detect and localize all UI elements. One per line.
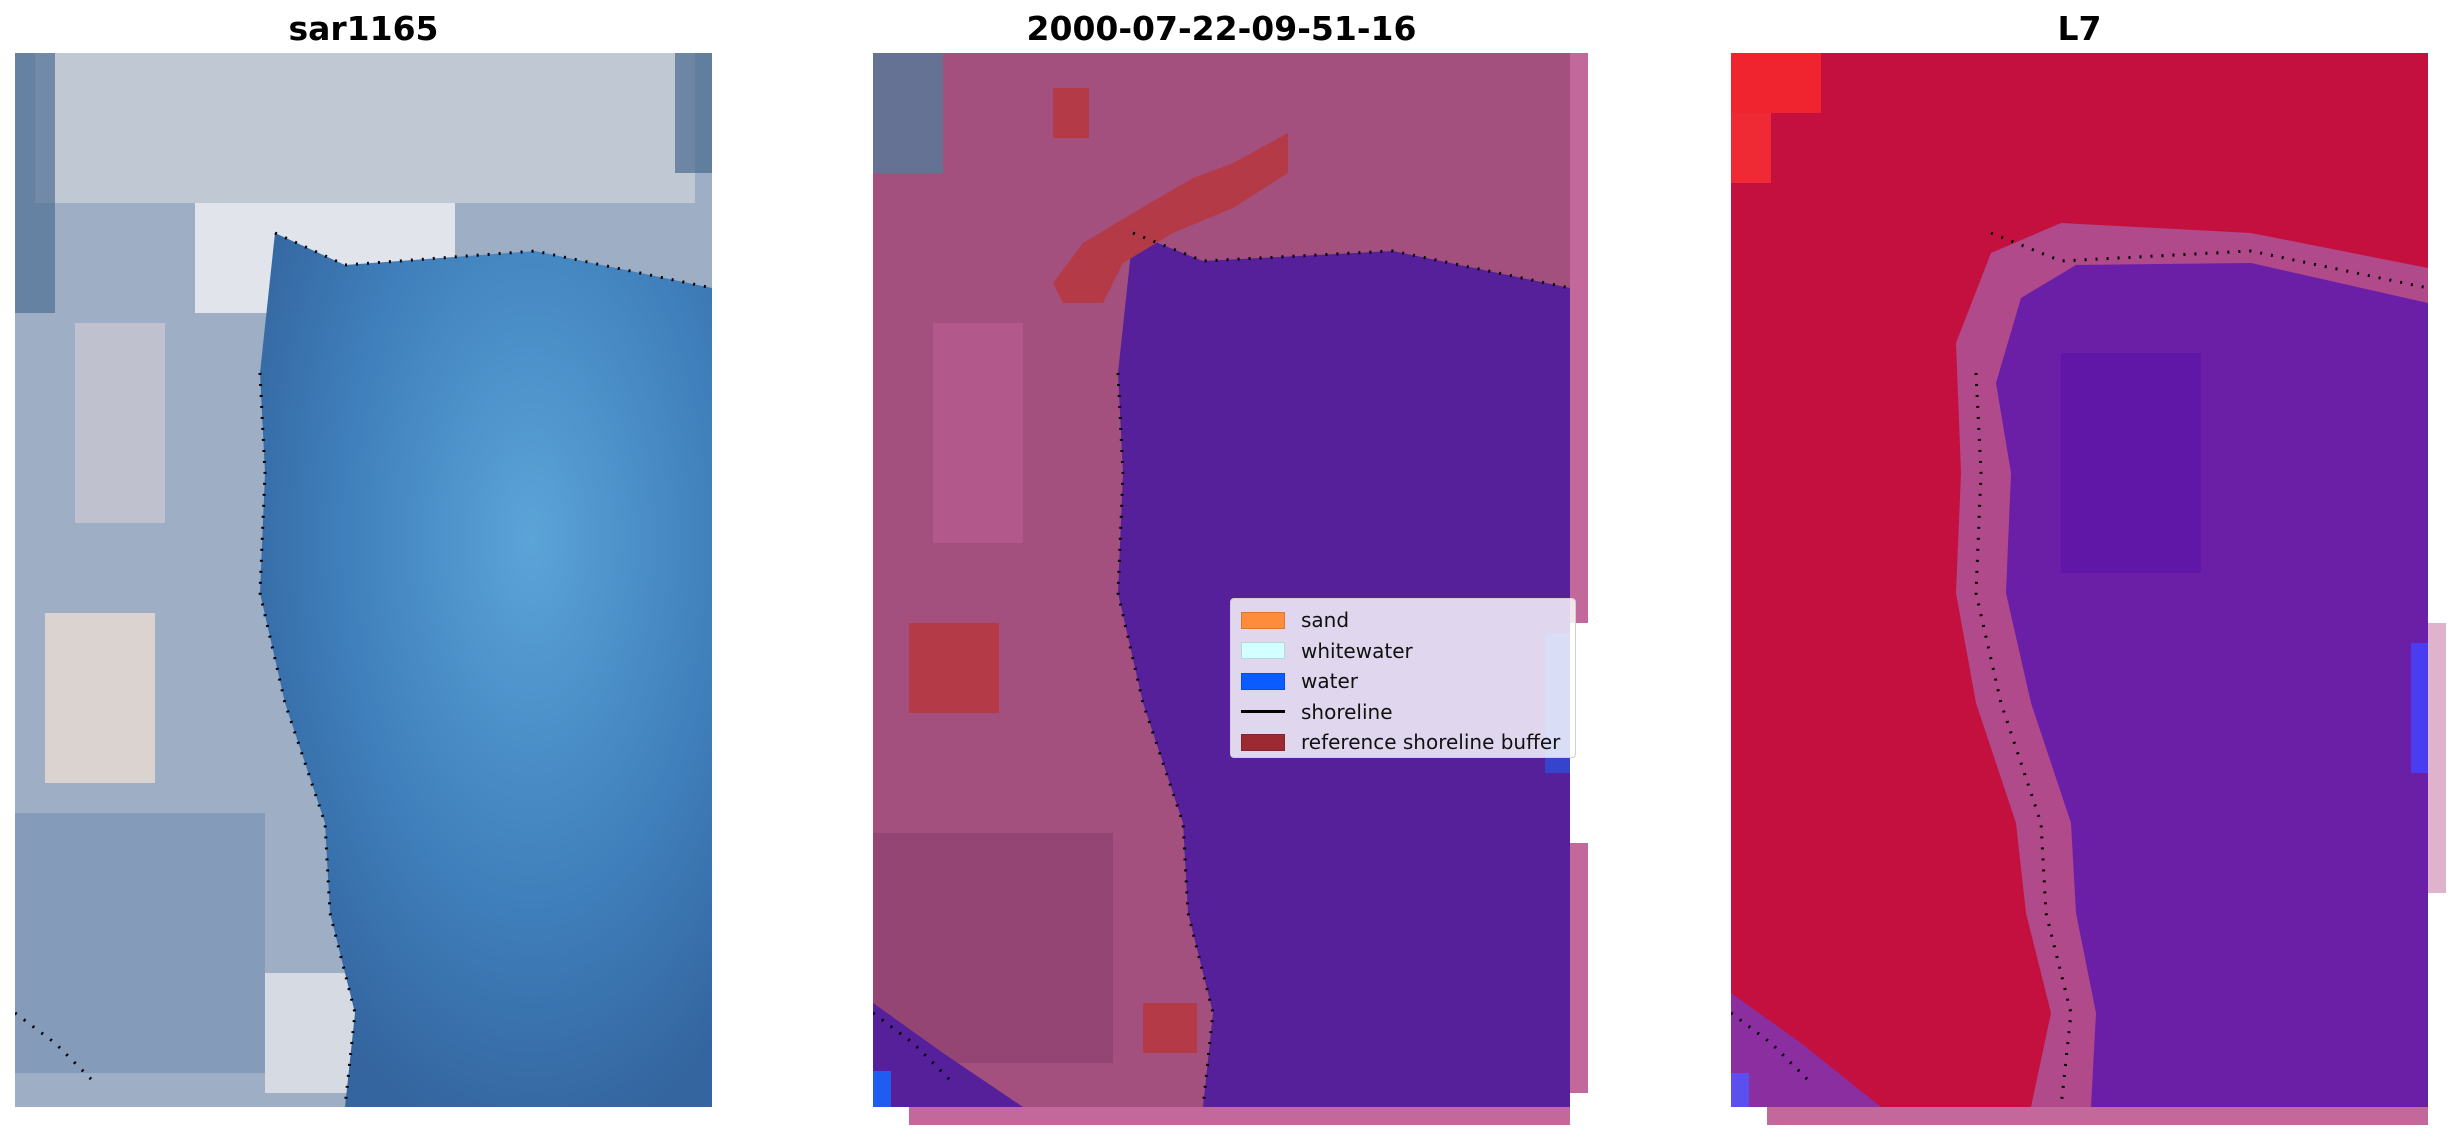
legend-swatch-buffer bbox=[1241, 733, 1285, 751]
panel-title-l7: L7 bbox=[2057, 9, 2102, 48]
rgb-image bbox=[15, 53, 712, 1107]
rgb-image-panel bbox=[15, 53, 712, 1107]
classified-image bbox=[873, 53, 1588, 1125]
panel-title-classified: 2000-07-22-09-51-16 bbox=[1026, 9, 1417, 48]
legend-label-buffer: reference shoreline buffer bbox=[1301, 730, 1561, 755]
classified-image-panel bbox=[873, 53, 1593, 1127]
legend-item-sand: sand bbox=[1241, 605, 1565, 636]
legend-line-shoreline bbox=[1241, 710, 1285, 714]
legend-label-shoreline: shoreline bbox=[1301, 699, 1393, 724]
legend: sand whitewater water shoreline referenc… bbox=[1230, 598, 1576, 758]
panel-title-rgb: sar1165 bbox=[288, 9, 439, 48]
legend-swatch-whitewater bbox=[1241, 642, 1285, 660]
legend-label-water: water bbox=[1301, 669, 1358, 694]
legend-item-shoreline: shoreline bbox=[1241, 697, 1565, 728]
legend-item-water: water bbox=[1241, 666, 1565, 697]
l7-image-panel bbox=[1731, 53, 2451, 1127]
legend-label-sand: sand bbox=[1301, 608, 1350, 633]
legend-label-whitewater: whitewater bbox=[1301, 638, 1413, 663]
legend-swatch-sand bbox=[1241, 611, 1285, 629]
legend-item-buffer: reference shoreline buffer bbox=[1241, 727, 1565, 758]
legend-item-whitewater: whitewater bbox=[1241, 636, 1565, 667]
legend-swatch-water bbox=[1241, 672, 1285, 690]
l7-image bbox=[1731, 53, 2446, 1125]
